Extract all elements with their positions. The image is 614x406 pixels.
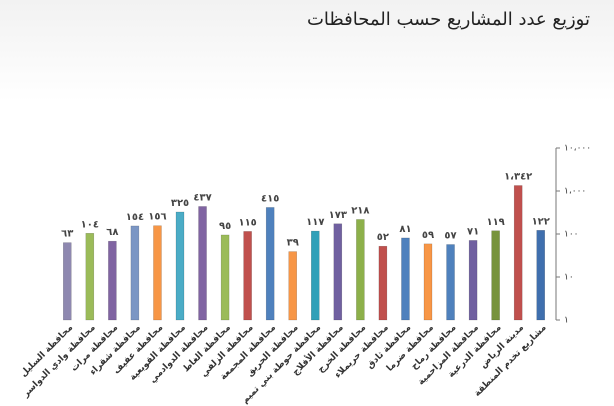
- value-label: ٥٧: [444, 230, 456, 241]
- bar: [85, 233, 95, 321]
- bar: [265, 207, 275, 321]
- bar: [378, 245, 388, 321]
- value-label: ١١٥: [238, 217, 256, 228]
- bar: [333, 223, 343, 321]
- value-label: ١٠٤: [81, 219, 99, 230]
- bar: [468, 240, 478, 321]
- bar: [423, 243, 433, 321]
- value-label: ١٧٣: [329, 210, 347, 221]
- value-label: ١،٣٤٢: [504, 172, 532, 183]
- bar: [220, 234, 230, 321]
- bar: [108, 240, 117, 321]
- value-label: ١٥٦: [148, 212, 166, 223]
- value-label: ٩٥: [219, 221, 231, 232]
- value-label: ٥٩: [422, 230, 434, 241]
- value-label: ٢١٨: [351, 205, 369, 216]
- value-label: ١١٧: [306, 217, 324, 228]
- value-label: ٣٢٥: [171, 198, 189, 209]
- bar: [288, 251, 297, 321]
- bar: [356, 219, 365, 321]
- y-tick-label: ١٠: [564, 273, 574, 283]
- y-tick-label: ١٠،٠٠٠: [564, 144, 591, 154]
- bar: [63, 242, 72, 321]
- bar: [491, 230, 500, 321]
- value-label: ٨١: [399, 224, 411, 235]
- value-label: ١٢٢: [532, 216, 550, 227]
- bar: [513, 185, 523, 321]
- y-tick-label: ١،٠٠٠: [564, 187, 586, 197]
- chart-title: توزيع عدد المشاريع حسب المحافظات: [307, 9, 590, 30]
- bar: [130, 225, 140, 321]
- bar: [536, 230, 545, 321]
- bar: [198, 206, 207, 321]
- value-label: ٦٣: [61, 229, 73, 240]
- value-label: ١١٩: [486, 217, 504, 228]
- value-label: ٦٨: [106, 227, 118, 238]
- value-label: ٤٣٧: [193, 192, 211, 203]
- bar: [243, 231, 252, 321]
- y-tick-label: ١: [564, 316, 569, 326]
- bar: [446, 244, 455, 321]
- value-label: ٥٢: [377, 232, 389, 243]
- value-label: ٧١: [467, 226, 479, 237]
- value-label: ٣٩: [287, 238, 299, 249]
- bar: [153, 225, 162, 321]
- bar: [175, 211, 185, 321]
- y-tick-label: ١٠٠: [564, 230, 579, 240]
- value-label: ٤١٥: [261, 193, 279, 204]
- value-label: ١٥٤: [126, 212, 144, 223]
- bar: [401, 237, 410, 321]
- bar: [311, 230, 320, 321]
